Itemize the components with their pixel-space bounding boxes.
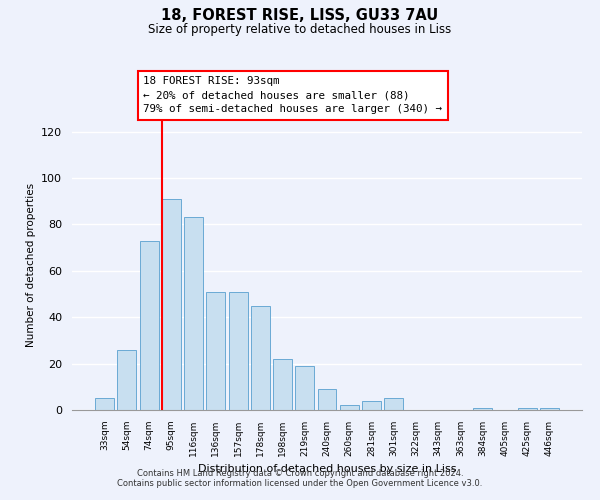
Bar: [273, 359, 292, 410]
Bar: [162, 199, 181, 410]
Bar: [251, 306, 270, 410]
Bar: [473, 408, 492, 410]
Bar: [140, 240, 158, 410]
Bar: [95, 398, 114, 410]
Bar: [362, 400, 381, 410]
Bar: [317, 389, 337, 410]
Bar: [118, 350, 136, 410]
Bar: [206, 292, 225, 410]
Bar: [184, 218, 203, 410]
Text: 18 FOREST RISE: 93sqm
← 20% of detached houses are smaller (88)
79% of semi-deta: 18 FOREST RISE: 93sqm ← 20% of detached …: [143, 76, 442, 114]
Y-axis label: Number of detached properties: Number of detached properties: [26, 183, 35, 347]
Bar: [295, 366, 314, 410]
Bar: [384, 398, 403, 410]
Text: Size of property relative to detached houses in Liss: Size of property relative to detached ho…: [148, 22, 452, 36]
Text: Contains public sector information licensed under the Open Government Licence v3: Contains public sector information licen…: [118, 478, 482, 488]
Bar: [340, 406, 359, 410]
Bar: [229, 292, 248, 410]
Text: 18, FOREST RISE, LISS, GU33 7AU: 18, FOREST RISE, LISS, GU33 7AU: [161, 8, 439, 22]
Bar: [540, 408, 559, 410]
Bar: [518, 408, 536, 410]
X-axis label: Distribution of detached houses by size in Liss: Distribution of detached houses by size …: [198, 464, 456, 474]
Text: Contains HM Land Registry data © Crown copyright and database right 2024.: Contains HM Land Registry data © Crown c…: [137, 468, 463, 477]
